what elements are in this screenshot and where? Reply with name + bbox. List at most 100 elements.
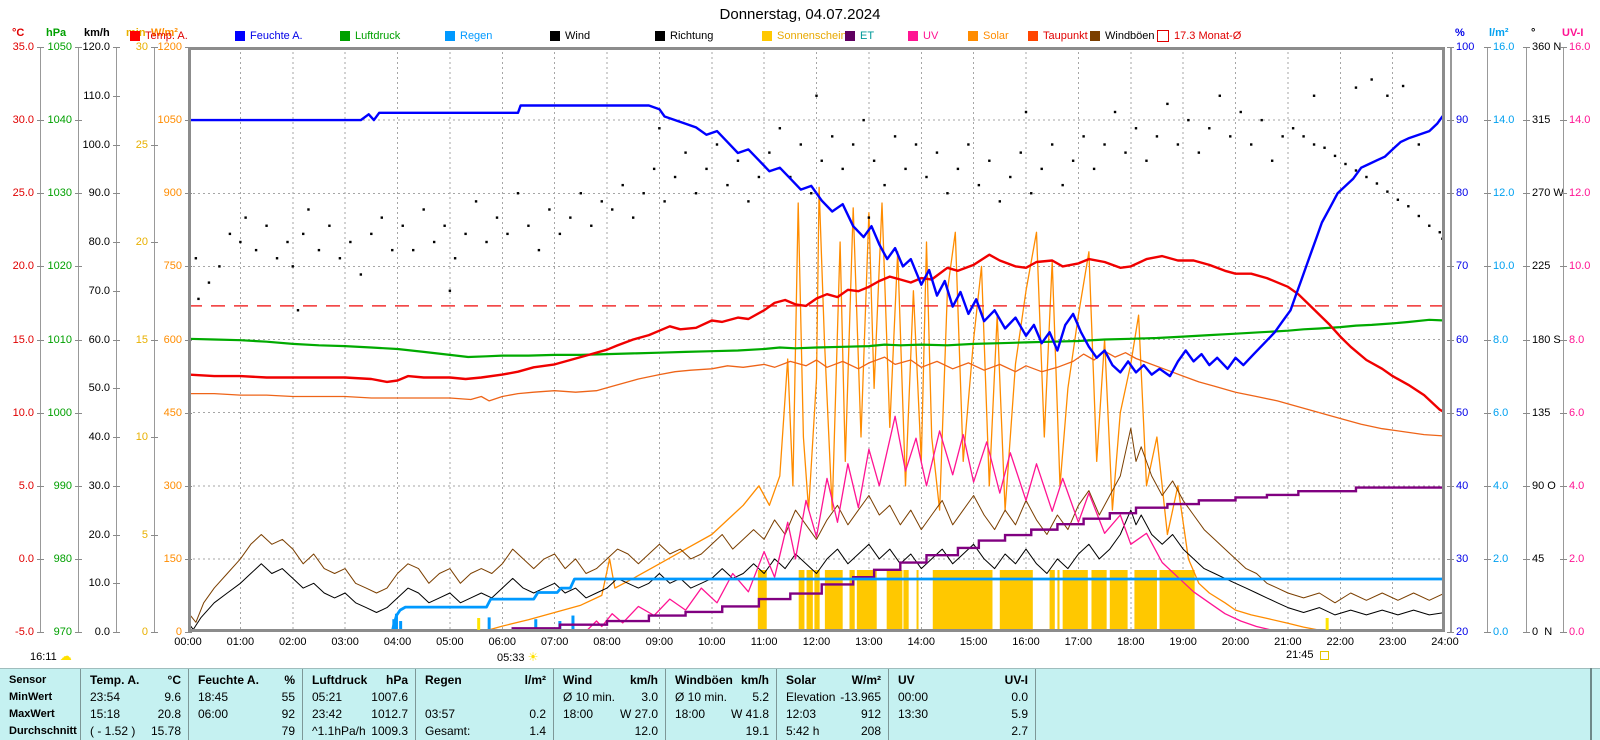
- y-axis-tick: [1447, 558, 1454, 560]
- series-regen: [188, 577, 1445, 632]
- series-richtung: [1061, 183, 1064, 187]
- y-axis-tick: [75, 339, 82, 341]
- series-richtung: [1270, 159, 1274, 162]
- y-axis-label: 1020: [47, 260, 72, 273]
- series-richtung: [307, 208, 310, 211]
- series-richtung: [412, 248, 415, 252]
- y-axis-label: 0.0: [18, 552, 34, 565]
- table-cell-time: 06:00: [198, 707, 229, 721]
- y-axis-label: 100.0: [82, 138, 110, 151]
- axis-unit-label: W/m²: [151, 27, 178, 39]
- y-axis-tick: [75, 266, 82, 268]
- series-richtung: [988, 159, 991, 162]
- y-axis-label: 15: [135, 333, 148, 346]
- y-axis-tick: [113, 632, 120, 633]
- plot-border: [188, 47, 1445, 632]
- y-axis-label: 10.0: [1493, 260, 1515, 273]
- x-axis-label: 21:00: [1274, 636, 1302, 648]
- y-axis-tick: [1484, 266, 1491, 268]
- x-axis-label: 09:00: [645, 636, 674, 648]
- table-cell-row: 2.7: [889, 723, 1035, 740]
- y-axis-tick: [37, 558, 44, 560]
- x-axis-label: 17:00: [1064, 636, 1093, 648]
- y-axis-label: 1000: [47, 406, 72, 419]
- series-richtung: [370, 232, 373, 236]
- series-sonnenschein: [806, 570, 813, 630]
- x-axis-label: 24:00: [1431, 636, 1459, 648]
- legend-item-wind: Wind: [550, 30, 590, 42]
- series-richtung: [328, 224, 331, 227]
- series-temp: [188, 253, 1445, 414]
- y-axis-label: 4.0: [1569, 479, 1585, 492]
- table-row-label: MaxWert: [9, 708, 55, 720]
- series-taupunkt: [188, 350, 1445, 437]
- y-axis-label: 900: [163, 187, 182, 200]
- legend-swatch-sonnenschein: [762, 31, 772, 41]
- table-col-name: Regen: [425, 673, 462, 687]
- table-cell-value: 19.1: [745, 724, 769, 738]
- y-axis-tick: [1447, 485, 1454, 487]
- table-cell-time: 13:30: [898, 707, 929, 721]
- table-col-sensor: Sensor MinWert MaxWert Durchschnitt: [0, 669, 80, 740]
- series-richtung: [652, 167, 656, 171]
- series-richtung: [197, 297, 200, 301]
- y-axis-label: 2.0: [1569, 552, 1585, 565]
- axis-unit-label: °C: [12, 27, 25, 39]
- y-axis-label: 30.0: [12, 114, 34, 127]
- series-et: [188, 486, 1445, 632]
- y-axis-label: 970: [53, 626, 72, 638]
- series-richtung: [815, 94, 818, 97]
- series-richtung: [1407, 205, 1410, 208]
- series-richtung: [495, 216, 499, 219]
- series-richtung: [673, 175, 677, 179]
- table-cell-time: 15:18: [90, 707, 121, 721]
- chart-plot-area: [188, 47, 1445, 632]
- y-axis-tick: [151, 47, 158, 48]
- series-richtung: [1124, 151, 1127, 154]
- marker-sunrise: 05:33 ☀: [497, 650, 538, 664]
- series-sonnenschein: [916, 570, 919, 630]
- table-cell-time: 18:45: [198, 690, 229, 704]
- sunrise-time-label: 05:33: [497, 652, 525, 664]
- x-axis-label: 12:00: [802, 636, 831, 648]
- table-cell-time: 23:42: [312, 707, 343, 721]
- y-axis-label: 150: [163, 552, 182, 565]
- table-cell-row: 03:57 0.2: [416, 706, 553, 723]
- y-axis-label: 0: [141, 626, 148, 638]
- series-richtung: [642, 192, 645, 195]
- y-axis-label: 30: [135, 41, 148, 53]
- y-axis-label: 990: [53, 479, 72, 492]
- series-richtung: [1176, 143, 1180, 146]
- cloud-icon: ☁: [59, 649, 72, 663]
- series-richtung: [778, 127, 782, 130]
- axis-unit-label: km/h: [84, 27, 110, 39]
- y-axis-tick: [113, 583, 120, 585]
- series-richtung: [1401, 84, 1405, 88]
- series-richtung: [715, 143, 719, 146]
- table-cell-row: 18:00 W 41.8: [666, 706, 776, 723]
- legend-item-monat: 17.3 Monat-Ø: [1157, 30, 1241, 42]
- y-axis-label: 70: [1456, 260, 1469, 273]
- table-col-filler: [1035, 669, 1600, 740]
- series-richtung: [867, 216, 871, 219]
- x-axis-label: 18:00: [1116, 636, 1145, 648]
- x-axis-label: 02:00: [278, 636, 307, 648]
- y-axis-tick: [1523, 339, 1530, 341]
- series-richtung: [1260, 118, 1263, 122]
- y-axis-label: 1040: [47, 114, 72, 127]
- y-axis-label: 40: [1456, 479, 1469, 492]
- y-axis-label: 8.0: [1569, 333, 1585, 346]
- series-richtung: [1312, 94, 1316, 97]
- x-axis-label: 07:00: [540, 636, 569, 648]
- series-richtung: [935, 151, 939, 154]
- x-axis-label: 19:00: [1169, 636, 1197, 648]
- table-col-header: Windböen km/h: [666, 672, 776, 689]
- table-cell-time: Ø 10 min.: [675, 690, 728, 704]
- y-axis-tick: [113, 437, 120, 438]
- series-richtung: [359, 273, 363, 276]
- x-axis-label: 06:00: [488, 636, 517, 648]
- series-richtung: [893, 135, 897, 138]
- series-richtung: [705, 167, 708, 171]
- y-axis-tick: [151, 632, 158, 633]
- y-axis-label: 4.0: [1493, 479, 1509, 492]
